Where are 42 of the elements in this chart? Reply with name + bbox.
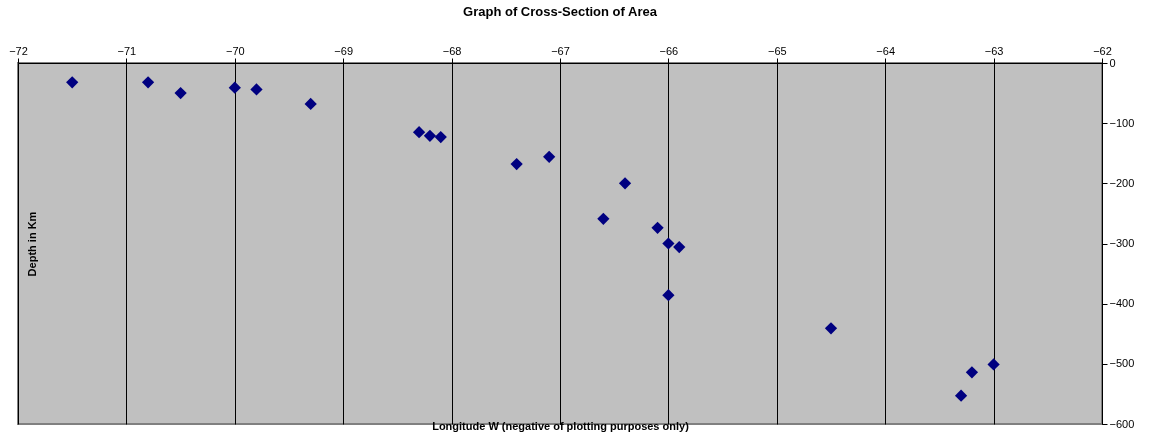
- point: [141, 76, 155, 89]
- y-tick-label: −600: [1109, 417, 1135, 430]
- point: [651, 221, 664, 234]
- x-tick-label: −62: [1093, 44, 1112, 57]
- point: [250, 83, 263, 96]
- point: [174, 86, 187, 100]
- x-tick-label: −67: [551, 44, 570, 57]
- x-tick-label: −68: [442, 44, 462, 57]
- x-tick-label: −63: [984, 44, 1004, 57]
- point: [954, 389, 968, 402]
- y-tick-label: −500: [1109, 357, 1135, 370]
- y-tick-label: −400: [1109, 297, 1135, 310]
- x-tick-label: −71: [117, 44, 137, 57]
- y-axis-title: Depth in Km: [25, 211, 38, 277]
- x-tick-label: −66: [659, 44, 679, 57]
- y-tick-label: −300: [1109, 237, 1135, 249]
- chart-title: Graph of Cross-Section of Area: [463, 4, 658, 19]
- y-tick-label: 0: [1109, 56, 1116, 69]
- x-tick-label: −65: [767, 44, 787, 57]
- point: [662, 289, 675, 302]
- point: [987, 358, 1000, 371]
- point: [824, 322, 838, 335]
- point: [543, 150, 556, 163]
- x-tick-label: −72: [9, 44, 28, 57]
- x-tick-label: −69: [334, 44, 354, 57]
- y-tick-label: −200: [1109, 176, 1135, 189]
- point: [965, 366, 979, 379]
- point: [434, 130, 447, 144]
- x-tick-label: −64: [876, 44, 896, 57]
- point: [66, 76, 79, 89]
- point: [228, 81, 241, 94]
- point: [673, 240, 686, 254]
- x-axis-title: Longitude W (negative of plotting purposes only): [432, 419, 690, 432]
- y-tick-label: −100: [1109, 116, 1135, 129]
- point: [597, 212, 610, 225]
- point: [423, 129, 437, 142]
- point: [662, 237, 675, 250]
- point: [618, 177, 632, 190]
- point: [510, 157, 523, 171]
- x-tick-label: −70: [225, 44, 245, 57]
- point: [304, 97, 317, 111]
- point: [412, 126, 426, 139]
